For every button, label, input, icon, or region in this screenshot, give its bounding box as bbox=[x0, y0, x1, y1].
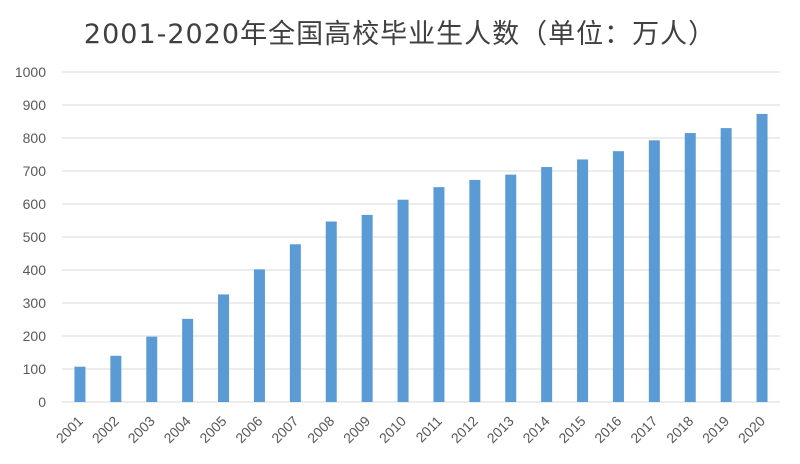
y-tick-label: 900 bbox=[23, 97, 47, 113]
x-tick-label: 2016 bbox=[591, 413, 624, 446]
bar-2016 bbox=[612, 151, 624, 402]
x-tick-label: 2007 bbox=[268, 413, 301, 446]
bar-2017 bbox=[648, 140, 660, 402]
x-tick-label: 2013 bbox=[484, 413, 517, 446]
bar-2004 bbox=[182, 318, 194, 402]
x-tick-label: 2003 bbox=[125, 413, 158, 446]
x-axis-ticks: 2001 2002 2003 2004 2005 2006 2007 2008 2009 2010… bbox=[53, 413, 769, 446]
x-tick-label: 2011 bbox=[412, 413, 445, 446]
bar-2011 bbox=[433, 187, 445, 402]
bar-2014 bbox=[541, 167, 553, 402]
x-tick-label: 2014 bbox=[519, 413, 552, 446]
y-tick-label: 300 bbox=[23, 295, 47, 311]
x-tick-label: 2001 bbox=[53, 413, 86, 446]
bar-2003 bbox=[146, 336, 158, 402]
gridlines bbox=[62, 71, 780, 403]
x-tick-label: 2019 bbox=[699, 413, 732, 446]
x-tick-label: 2012 bbox=[448, 413, 481, 446]
bar-2006 bbox=[253, 269, 265, 402]
bar-2008 bbox=[325, 221, 337, 402]
bar-2010 bbox=[397, 199, 409, 402]
bar-2002 bbox=[110, 355, 122, 402]
x-tick-label: 2008 bbox=[304, 413, 337, 446]
bars bbox=[74, 113, 768, 403]
y-tick-label: 400 bbox=[23, 262, 47, 278]
x-tick-label: 2015 bbox=[555, 413, 588, 446]
x-tick-label: 2017 bbox=[627, 413, 660, 446]
bar-2013 bbox=[505, 174, 517, 402]
y-tick-label: 200 bbox=[23, 328, 47, 344]
x-tick-label: 2006 bbox=[232, 413, 265, 446]
y-tick-label: 700 bbox=[23, 163, 47, 179]
bar-2018 bbox=[684, 133, 696, 403]
bar-2020 bbox=[756, 113, 768, 402]
y-tick-label: 1000 bbox=[15, 64, 46, 80]
y-tick-label: 800 bbox=[23, 130, 47, 146]
x-tick-label: 2002 bbox=[89, 413, 122, 446]
bar-2012 bbox=[469, 179, 481, 402]
x-tick-label: 2009 bbox=[340, 413, 373, 446]
y-axis-ticks: 0 100 200 300 400 500 600 700 800 900 1000 bbox=[15, 64, 46, 410]
x-tick-label: 2018 bbox=[663, 413, 696, 446]
x-tick-label: 2005 bbox=[196, 413, 229, 446]
bar-2019 bbox=[720, 128, 732, 402]
x-tick-label: 2010 bbox=[376, 413, 409, 446]
bar-2015 bbox=[577, 159, 589, 402]
bar-2009 bbox=[361, 214, 373, 402]
chart-title: 2001-2020年全国高校毕业生人数（单位：万人） bbox=[83, 19, 717, 50]
y-tick-label: 100 bbox=[23, 361, 47, 377]
bar-2007 bbox=[289, 244, 301, 402]
y-tick-label: 600 bbox=[23, 196, 47, 212]
y-tick-label: 500 bbox=[23, 229, 47, 245]
bar-2005 bbox=[218, 294, 230, 402]
x-tick-label: 2020 bbox=[735, 413, 768, 446]
y-tick-label: 0 bbox=[38, 394, 46, 410]
x-tick-label: 2004 bbox=[160, 413, 193, 446]
bar-2001 bbox=[74, 366, 86, 402]
